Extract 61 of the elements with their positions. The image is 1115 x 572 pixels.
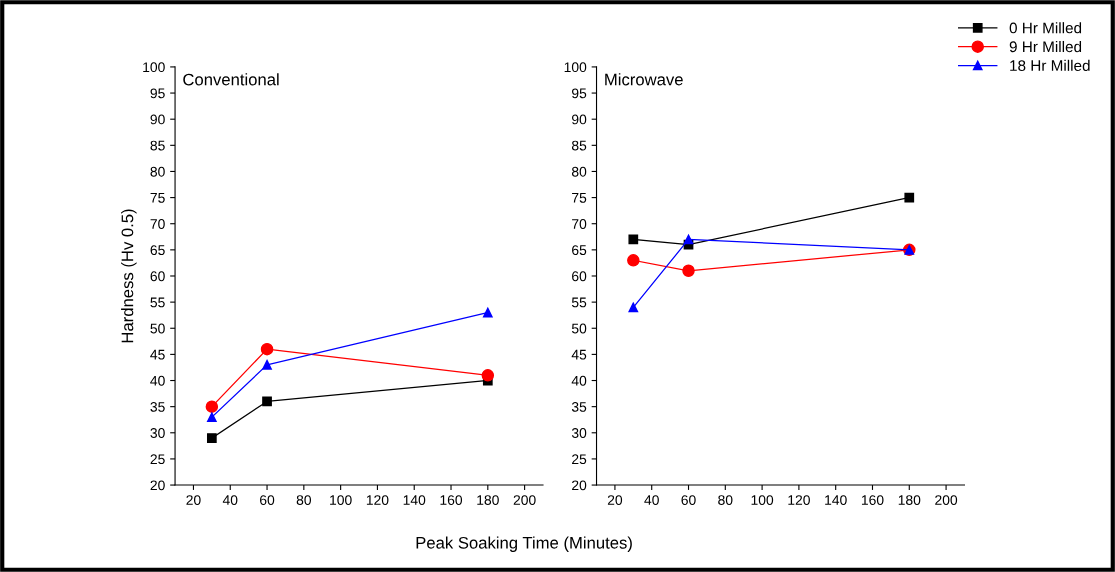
y-tick-label: 45 bbox=[150, 349, 165, 360]
y-tick-label: 60 bbox=[150, 271, 165, 282]
y-tick-label: 25 bbox=[572, 454, 587, 465]
y-tick-label: 90 bbox=[150, 114, 165, 125]
x-tick-label: 100 bbox=[751, 495, 774, 505]
y-tick-label: 90 bbox=[572, 114, 587, 125]
y-tick-label: 20 bbox=[150, 480, 165, 491]
x-tick-label: 200 bbox=[935, 495, 958, 505]
x-tick-label: 140 bbox=[825, 495, 847, 505]
legend-label: 9 Hr Milled bbox=[1009, 40, 1082, 53]
chart-title: Conventional bbox=[183, 73, 279, 86]
y-tick-label: 100 bbox=[143, 62, 165, 73]
x-axis-title: Peak Soaking Time (Minutes) bbox=[416, 536, 632, 552]
y-tick-label: 95 bbox=[572, 88, 587, 99]
y-tick-label: 35 bbox=[571, 401, 587, 412]
x-tick-label: 100 bbox=[330, 495, 352, 505]
x-tick-label: 20 bbox=[186, 495, 201, 505]
x-tick-label: 180 bbox=[477, 495, 499, 505]
y-tick-label: 45 bbox=[571, 349, 587, 360]
y-tick-label: 50 bbox=[150, 323, 165, 334]
y-tick-label: 55 bbox=[150, 297, 165, 308]
y-tick-label: 80 bbox=[150, 166, 165, 177]
x-tick-label: 60 bbox=[260, 495, 275, 505]
x-tick-label: 80 bbox=[718, 495, 733, 505]
x-tick-label: 120 bbox=[788, 495, 810, 505]
x-tick-label: 160 bbox=[440, 495, 463, 505]
x-tick-label: 160 bbox=[861, 495, 884, 505]
x-tick-label: 40 bbox=[644, 495, 659, 505]
y-tick-label: 30 bbox=[150, 428, 165, 438]
y-tick-label: 100 bbox=[564, 62, 587, 73]
x-tick-label: 40 bbox=[222, 495, 238, 505]
y-tick-label: 75 bbox=[150, 193, 165, 203]
y-tick-label: 95 bbox=[150, 88, 165, 99]
y-tick-label: 70 bbox=[572, 219, 587, 229]
y-tick-label: 40 bbox=[150, 375, 165, 386]
y-tick-label: 20 bbox=[572, 480, 587, 491]
x-tick-label: 80 bbox=[296, 495, 312, 505]
y-tick-label: 30 bbox=[571, 428, 587, 438]
y-tick-label: 60 bbox=[572, 271, 587, 282]
y-tick-label: 85 bbox=[150, 140, 165, 151]
x-tick-label: 60 bbox=[681, 495, 696, 505]
y-tick-label: 55 bbox=[571, 297, 587, 308]
y-tick-label: 65 bbox=[572, 245, 587, 256]
x-tick-label: 180 bbox=[898, 495, 921, 505]
y-tick-label: 50 bbox=[571, 323, 587, 334]
y-tick-label: 80 bbox=[571, 166, 587, 177]
y-tick-label: 25 bbox=[150, 454, 165, 465]
y-tick-label: 70 bbox=[150, 219, 165, 229]
y-tick-label: 35 bbox=[150, 401, 165, 412]
y-tick-label: 65 bbox=[150, 245, 165, 256]
x-tick-label: 140 bbox=[403, 495, 426, 505]
legend-label: 18 Hr Milled bbox=[1010, 59, 1090, 72]
y-axis-title: Hardness (Hv 0.5) bbox=[121, 209, 137, 343]
x-tick-label: 20 bbox=[607, 495, 623, 505]
x-tick-label: 120 bbox=[366, 495, 389, 505]
x-tick-label: 200 bbox=[513, 495, 536, 505]
legend-label: 0 Hr Milled bbox=[1009, 22, 1082, 34]
y-tick-label: 85 bbox=[571, 140, 587, 151]
chart-title: Microwave bbox=[605, 73, 683, 86]
y-tick-label: 75 bbox=[572, 193, 587, 203]
y-tick-label: 40 bbox=[571, 375, 587, 386]
